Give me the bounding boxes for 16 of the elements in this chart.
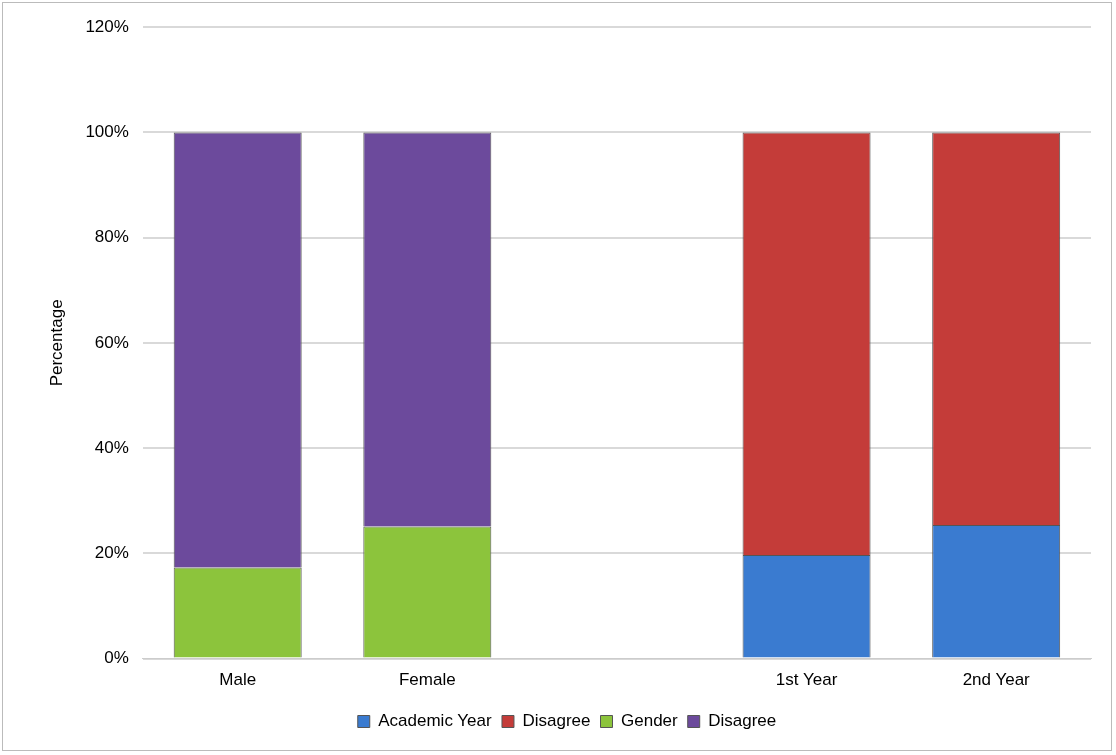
x-tick-label: 2nd Year <box>962 670 1031 690</box>
x-tick-label: 1st Year <box>775 670 838 690</box>
y-tick-label: 40% <box>94 437 129 457</box>
y-tick-label: 100% <box>85 122 129 142</box>
y-tick-label: 120% <box>85 16 129 36</box>
legend-label: Disagree <box>522 711 591 731</box>
x-tick-label: Female <box>398 670 456 690</box>
x-tick-label: Male <box>219 670 257 690</box>
y-axis-title: Percentage <box>46 299 66 387</box>
y-tick-label: 80% <box>94 227 129 247</box>
y-tick-label: 0% <box>104 648 129 668</box>
y-tick-label: 60% <box>94 332 129 352</box>
y-tick-label: 20% <box>94 543 129 563</box>
legend-label: Academic Year <box>378 711 492 731</box>
legend-label: Disagree <box>708 711 777 731</box>
legend-label: Gender <box>621 711 679 731</box>
